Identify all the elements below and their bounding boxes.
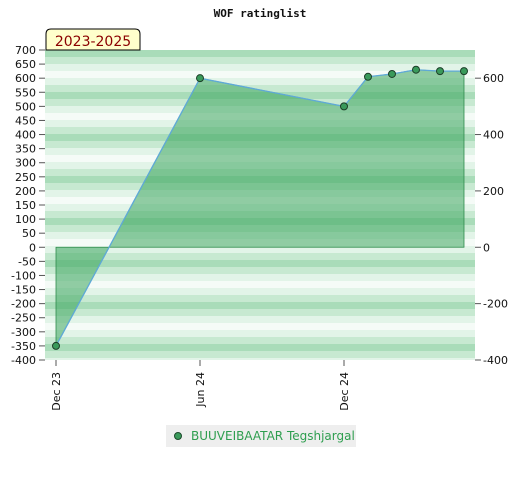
legend-box [166,425,356,447]
right-tick-label: 200 [483,185,504,198]
left-tick-label: 250 [15,171,36,184]
background-band [45,267,475,274]
background-band [45,64,475,71]
legend-marker [174,432,182,440]
left-tick-label: 550 [15,86,36,99]
background-band [45,330,475,337]
period-badge-box [45,28,141,51]
left-tick-label: -400 [11,354,36,367]
data-points [52,65,468,350]
data-point [364,72,372,81]
left-tick-label: 400 [15,129,36,142]
left-tick-label: 450 [15,114,36,127]
left-axis: 7006506005505004504003503002502001501005… [11,44,45,367]
right-tick-label: 600 [483,72,504,85]
background-band [45,323,475,330]
data-point [460,67,468,76]
data-point [196,74,204,83]
background-band [45,71,475,78]
data-point [436,67,444,76]
background-band [45,351,475,358]
left-tick-label: -50 [18,255,36,268]
left-tick-label: 50 [22,227,36,240]
data-point [388,69,396,78]
background-band [45,50,475,57]
left-tick-label: 350 [15,143,36,156]
series-line [55,69,464,347]
background-band [45,337,475,344]
left-tick-label: 500 [15,100,36,113]
background-band [45,246,475,253]
background-band [45,260,475,267]
right-tick-label: 400 [483,129,504,142]
left-tick-label: 150 [15,199,36,212]
left-tick-label: -300 [11,326,36,339]
legend: BUUVEIBAATAR Tegshjargal [166,425,356,447]
left-tick-label: 300 [15,157,36,170]
period-badge-label: 2023-2025 [55,34,131,50]
left-tick-label: 200 [15,185,36,198]
background-band [45,358,475,360]
left-tick-label: 600 [15,72,36,85]
left-tick-label: 700 [15,44,36,57]
background-band [45,316,475,323]
background-band [45,309,475,316]
x-tick-label: Dec 23 [50,372,63,411]
right-axis: 600 400 200 0 -200 -400 [475,72,508,367]
left-tick-label: -350 [11,340,36,353]
background-band [45,344,475,351]
left-tick-label: -100 [11,269,36,282]
background-band [45,57,475,64]
background-band [45,274,475,281]
right-tick-label: -200 [483,298,508,311]
left-tick-label: 650 [15,58,36,71]
background-band [45,78,475,85]
left-tick-label: -200 [11,298,36,311]
data-point [340,102,348,111]
period-badge: 2023-2025 [45,28,141,51]
left-tick-label: -150 [11,284,36,297]
background-band [45,85,475,92]
background-band [45,302,475,309]
x-tick-label: Jun 24 [194,372,207,408]
background-band [45,295,475,302]
legend-label: BUUVEIBAATAR Tegshjargal [191,429,355,443]
left-tick-label: -250 [11,312,36,325]
background-band [45,288,475,295]
x-tick-label: Dec 24 [338,372,351,411]
left-tick-label: 0 [29,241,36,254]
background-band [45,281,475,288]
chart-title: WOF ratinglist [214,7,307,20]
background-band [45,253,475,260]
data-point [412,65,420,74]
data-point [52,341,60,350]
right-tick-label: -400 [483,354,508,367]
right-tick-label: 0 [483,241,490,254]
left-tick-label: 100 [15,213,36,226]
x-axis: Dec 23 Jun 24 Dec 24 [50,360,351,411]
